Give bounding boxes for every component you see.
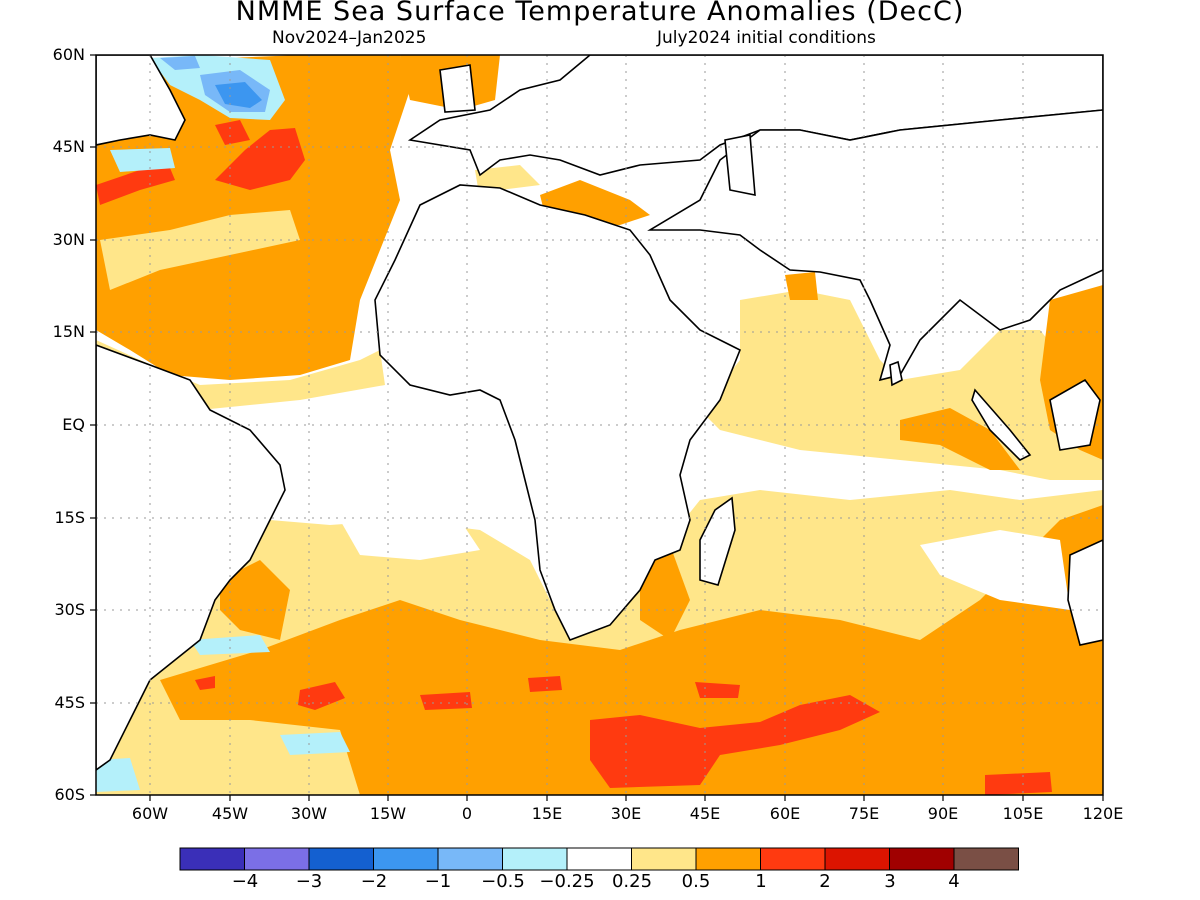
colorbar-swatch — [953, 847, 1019, 871]
colorbar-label: 4 — [948, 871, 960, 892]
lon-label: 15W — [369, 804, 407, 823]
colorbar-swatch — [824, 847, 890, 871]
lon-label: 15E — [531, 804, 563, 823]
colorbar-label: 0.5 — [681, 871, 711, 892]
strong-warm-patch — [695, 682, 740, 698]
lat-label: 60N — [52, 45, 85, 64]
lat-label: 30N — [52, 230, 85, 249]
forecast-period: Nov2024–Jan2025 — [272, 28, 427, 48]
colorbar-swatch — [308, 847, 374, 871]
lon-label: 105E — [1002, 804, 1044, 823]
madagascar — [699, 496, 736, 586]
anomaly-field — [96, 55, 1103, 795]
borneo — [1049, 378, 1101, 451]
strong-warm-patch — [528, 676, 562, 692]
strong-warm-patch — [215, 120, 250, 145]
lon-label: 60E — [769, 804, 801, 823]
south-cool-patch — [280, 732, 350, 755]
lat-label: 60S — [54, 785, 85, 804]
lon-label: 45W — [211, 804, 249, 823]
neutral-patch — [920, 530, 1070, 610]
north-atlantic-weak-warm-2 — [100, 210, 300, 290]
south-atlantic-warm — [220, 560, 290, 640]
colorbar-swatch — [373, 847, 439, 871]
colorbar — [179, 847, 1019, 871]
arabian-sea-warm — [785, 272, 818, 300]
strong-warm-patch — [985, 772, 1052, 795]
colorbar-label: 2 — [819, 871, 831, 892]
lat-label: 45S — [54, 693, 85, 712]
strong-warm-patch — [96, 168, 175, 205]
lon-label: 0 — [461, 804, 473, 823]
lon-label: 75E — [848, 804, 880, 823]
initial-conditions: July2024 initial conditions — [657, 28, 876, 48]
colorbar-label: −1 — [424, 871, 452, 892]
strong-warm-patch — [420, 692, 472, 710]
colorbar-label: −0.5 — [481, 871, 525, 892]
north-america — [96, 55, 186, 146]
colorbar-swatch — [566, 847, 632, 871]
lat-label: 15S — [54, 508, 85, 527]
north-atlantic-strong-warm — [215, 128, 305, 190]
eastern-indian-warm — [900, 408, 1020, 470]
africa — [374, 184, 742, 642]
colorbar-swatch — [631, 847, 697, 871]
cool-patch — [160, 56, 200, 70]
colorbar-swatch — [502, 847, 568, 871]
south-cool-patch — [96, 758, 140, 792]
colorbar-label: −2 — [360, 871, 388, 892]
land-masses — [96, 55, 1103, 771]
south-america — [96, 344, 286, 771]
sri-lanka — [889, 360, 903, 387]
arabia-asia — [647, 109, 1103, 382]
caspian-sea — [724, 134, 756, 196]
lon-label: 120E — [1082, 804, 1124, 823]
colorbar-swatch — [437, 847, 503, 871]
lat-label: 45N — [52, 137, 85, 156]
british-isles — [439, 64, 476, 113]
south-cool-patch — [190, 635, 270, 655]
colorbar-swatch — [244, 847, 310, 871]
strong-warm-patch — [195, 676, 215, 690]
lon-label: 30E — [610, 804, 642, 823]
colorbar-swatch — [760, 847, 826, 871]
colorbar-swatch — [889, 847, 955, 871]
lat-label: 30S — [54, 600, 85, 619]
cool-patch — [110, 148, 175, 172]
southern-warm-band — [160, 505, 1103, 795]
colorbar-label: 0.25 — [611, 871, 653, 892]
labrador-core — [215, 82, 262, 108]
strong-warm-patch — [298, 682, 345, 710]
mediterranean-weak-warm — [475, 165, 540, 190]
agulhas-warm — [640, 545, 690, 640]
graticule — [96, 55, 1103, 795]
colorbar-swatch — [179, 847, 245, 871]
lon-label: 90E — [927, 804, 959, 823]
colorbar-swatch — [695, 847, 761, 871]
lat-label: 15N — [52, 322, 85, 341]
colorbar-label: 3 — [884, 871, 896, 892]
lat-label: EQ — [62, 415, 85, 434]
lon-label: 30W — [290, 804, 328, 823]
neutral-patch — [340, 520, 480, 560]
colorbar-label: 1 — [755, 871, 767, 892]
australia — [1067, 539, 1103, 646]
colorbar-label: −0.25 — [539, 871, 595, 892]
colorbar-label: −4 — [231, 871, 259, 892]
axis-ticks — [90, 54, 1104, 801]
colorbar-label: −3 — [295, 871, 323, 892]
map-title: NMME Sea Surface Temperature Anomalies (… — [235, 0, 965, 27]
lon-label: 45E — [689, 804, 721, 823]
southern-strong-warm — [590, 695, 880, 788]
lon-label: 60W — [131, 804, 169, 823]
